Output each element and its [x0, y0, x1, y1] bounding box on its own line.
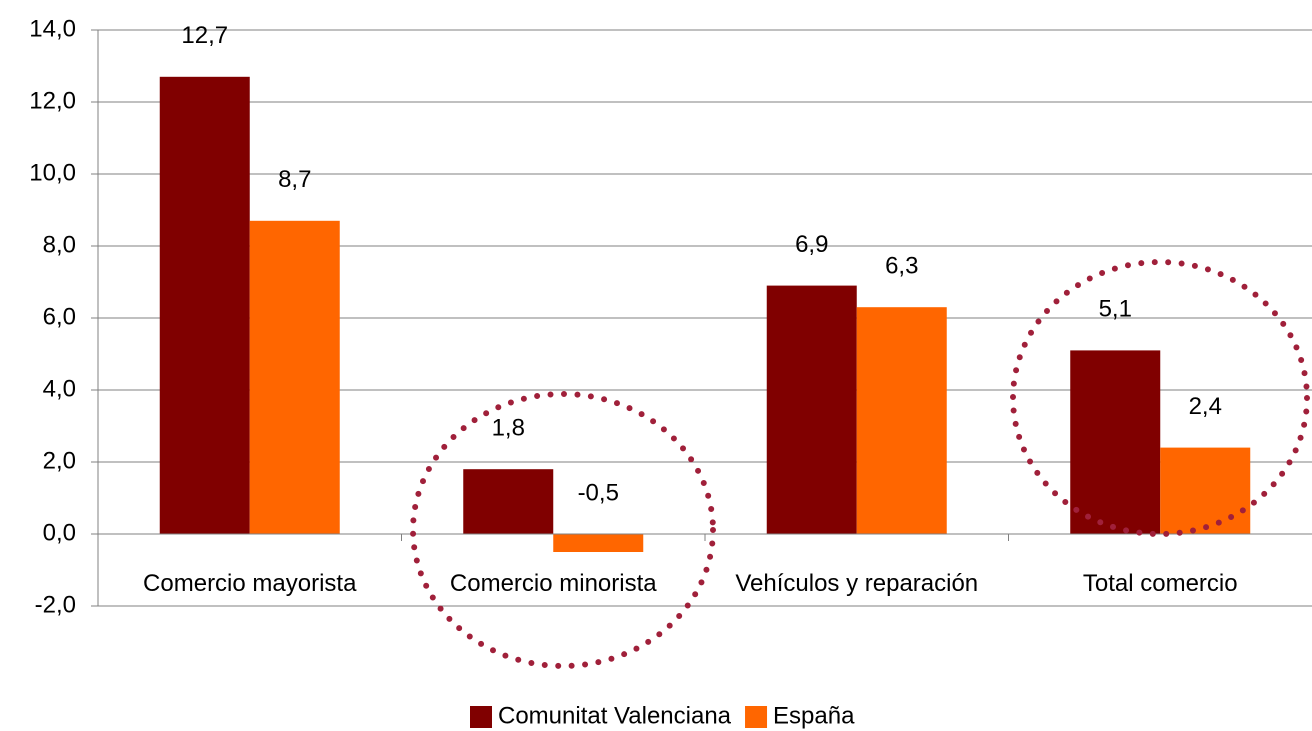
legend-swatch: [470, 706, 492, 728]
plot-area: -2,0 0,0 2,0 4,0 6,0 8,0 10,0 12,0 14,0 12,7 8,7 1,…: [29, 15, 1312, 618]
bar: [159, 76, 250, 535]
data-label: 5,1: [1099, 296, 1132, 323]
data-label: 12,7: [181, 22, 228, 49]
bar: [1070, 350, 1161, 534]
y-tick-label: 0,0: [43, 519, 76, 546]
data-label: 2,4: [1189, 393, 1222, 420]
y-tick-label: 6,0: [43, 303, 76, 330]
y-tick-label: 2,0: [43, 447, 76, 474]
legend-label: Comunitat Valenciana: [498, 702, 732, 729]
data-label: 6,3: [885, 253, 918, 280]
legend: Comunitat Valenciana España: [470, 702, 855, 729]
highlight-circle: [410, 391, 716, 669]
data-label: 8,7: [278, 166, 311, 193]
bar: [856, 307, 947, 534]
bar: [249, 220, 340, 535]
y-tick-label: 14,0: [29, 15, 76, 42]
y-tick-label: 4,0: [43, 375, 76, 402]
bar: [1160, 447, 1251, 534]
bar: [553, 534, 644, 552]
data-label: 1,8: [492, 415, 525, 442]
data-label: -0,5: [578, 479, 619, 506]
y-tick-label: -2,0: [35, 591, 76, 618]
highlight-circle: [1010, 259, 1310, 537]
y-tick-label: 8,0: [43, 231, 76, 258]
legend-label: España: [773, 702, 855, 729]
bar: [766, 285, 857, 534]
bar: [463, 469, 554, 534]
y-tick-label: 10,0: [29, 159, 76, 186]
x-tick-label: Comercio mayorista: [143, 570, 357, 597]
legend-swatch: [745, 706, 768, 728]
data-label: 6,9: [795, 231, 828, 258]
x-tick-label: Vehículos y reparación: [735, 570, 979, 597]
x-tick-label: Total comercio: [1082, 570, 1238, 597]
y-tick-label: 12,0: [29, 87, 76, 114]
x-tick-label: Comercio minorista: [449, 570, 657, 597]
